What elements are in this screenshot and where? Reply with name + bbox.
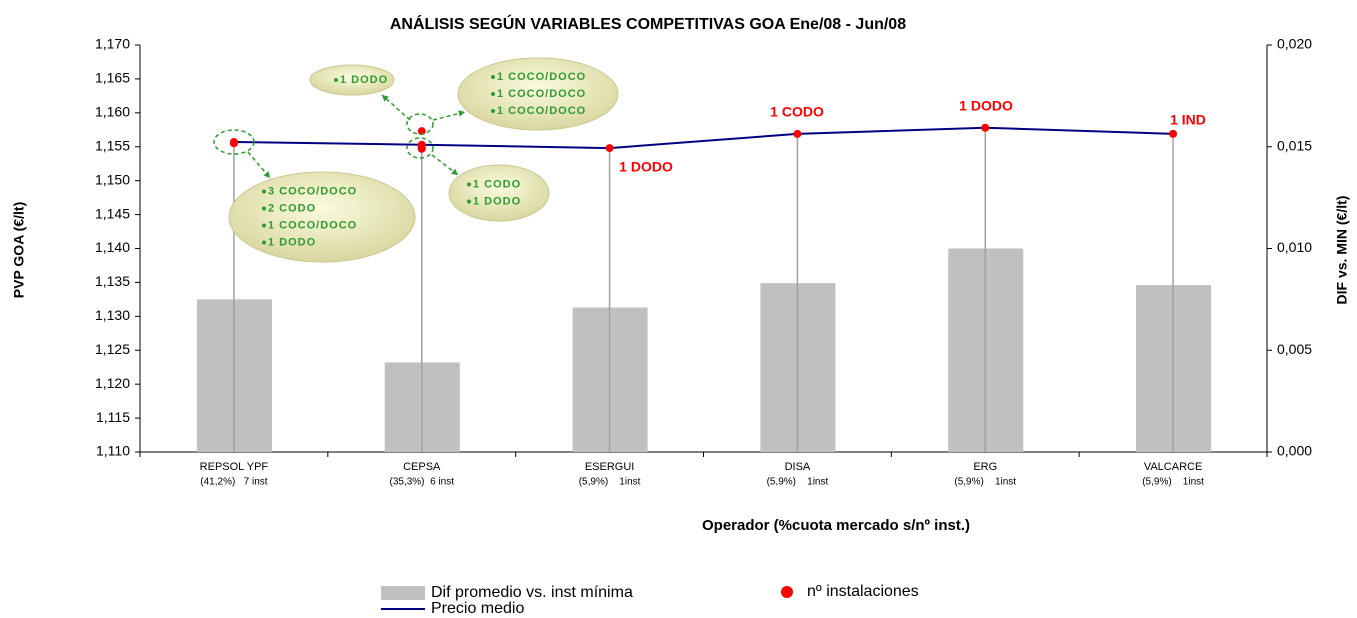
dot [417, 144, 426, 153]
callout-text: 1 COCO/DOCO [497, 88, 586, 100]
callout-text: 2 CODO [268, 202, 316, 214]
highlight-ring [406, 137, 434, 159]
callout-text: 1 CODO [473, 178, 521, 190]
legend-label: Dif promedio vs. inst mínima [431, 584, 633, 601]
x-tick-note: (41,2%) 7 inst [200, 477, 267, 488]
annotation: 1 DODO [619, 159, 673, 175]
annotation: 1 IND [1170, 112, 1206, 128]
x-tick-note: (5,9%) 1inst [579, 477, 641, 488]
callout-arrow [431, 154, 459, 176]
y2-tick-label: 0,015 [1277, 137, 1312, 153]
y2-tick-label: 0,010 [1277, 239, 1312, 255]
y2-axis-label: DIF vs. MIN (€/lt) [1334, 196, 1350, 305]
legend-swatch [781, 586, 793, 598]
callout-arrow [432, 111, 466, 121]
legend-label: nº instalaciones [807, 583, 919, 600]
chart-title: ANÁLISIS SEGÚN VARIABLES COMPETITIVAS GO… [390, 14, 906, 33]
bullet [262, 240, 266, 245]
callout-text: 3 COCO/DOCO [268, 185, 357, 197]
highlight-ring [213, 129, 255, 155]
y-tick-label: 1,135 [95, 273, 130, 289]
bullet [262, 206, 266, 211]
arrow-head [458, 110, 465, 117]
callout [228, 171, 416, 263]
arrow-head [451, 168, 458, 175]
bullet [491, 75, 495, 79]
x-tick-label: ESERGUI [585, 461, 635, 473]
y-tick-label: 1,120 [95, 375, 130, 391]
callout-text: 1 DODO [340, 74, 388, 86]
y-tick-label: 1,115 [96, 409, 130, 425]
x-tick-note: (35,3%) 6 inst [390, 477, 455, 488]
highlight-ring [406, 113, 434, 135]
line [233, 126, 1174, 150]
annotation: 1 DODO [959, 98, 1013, 114]
callout [309, 64, 395, 96]
y-tick-label: 1,110 [96, 443, 130, 459]
y-tick-label: 1,140 [95, 239, 130, 255]
callout-text: 1 COCO/DOCO [497, 105, 586, 117]
callout-arrow [381, 94, 411, 121]
arrow-head [382, 95, 389, 102]
y-tick-label: 1,145 [95, 205, 130, 221]
y-tick-label: 1,170 [95, 36, 130, 52]
bullet [491, 109, 495, 113]
y2-tick-label: 0,005 [1277, 341, 1312, 357]
callout-text: 1 COCO/DOCO [268, 219, 357, 231]
x-tick-label: DISA [785, 461, 811, 473]
y2-tick-label: 0,000 [1277, 443, 1312, 459]
callout [448, 164, 550, 222]
bullet [467, 199, 471, 204]
x-tick-label: REPSOL YPF [200, 461, 269, 473]
dot [1169, 129, 1178, 138]
callout [457, 57, 619, 131]
annotation: 1 CODO [770, 104, 824, 120]
x-axis-label: Operador (%cuota mercado s/nº inst.) [702, 517, 970, 534]
callout-text: 1 DODO [473, 195, 521, 207]
bullet [491, 92, 495, 96]
y-tick-label: 1,150 [95, 171, 130, 187]
y-tick-label: 1,160 [95, 104, 130, 120]
legend-label: Precio medio [431, 600, 524, 617]
bullet [334, 78, 338, 82]
y-tick-label: 1,125 [95, 341, 130, 357]
dot [229, 139, 238, 148]
x-tick-note: (5,9%) 1inst [954, 477, 1016, 488]
x-tick-label: VALCARCE [1144, 461, 1202, 473]
dot [793, 129, 802, 138]
legend-swatch [381, 586, 425, 600]
bullet [467, 182, 471, 187]
y-axis-label: PVP GOA (€/lt) [11, 202, 27, 298]
y-tick-label: 1,155 [95, 137, 130, 153]
callout-text: 1 COCO/DOCO [497, 71, 586, 83]
x-tick-note: (5,9%) 1inst [1142, 477, 1204, 488]
arrow-head [263, 171, 270, 178]
callout-text: 1 DODO [268, 236, 316, 248]
y-tick-label: 1,130 [95, 307, 130, 323]
bullet [262, 189, 266, 194]
x-tick-label: CEPSA [403, 461, 441, 473]
x-tick-label: ERG [973, 461, 997, 473]
dot [981, 123, 990, 132]
x-tick-note: (5,9%) 1inst [767, 477, 829, 488]
bullet [262, 223, 266, 228]
y-tick-label: 1,165 [95, 70, 130, 86]
y2-tick-label: 0,020 [1277, 36, 1312, 52]
dot [605, 144, 614, 153]
